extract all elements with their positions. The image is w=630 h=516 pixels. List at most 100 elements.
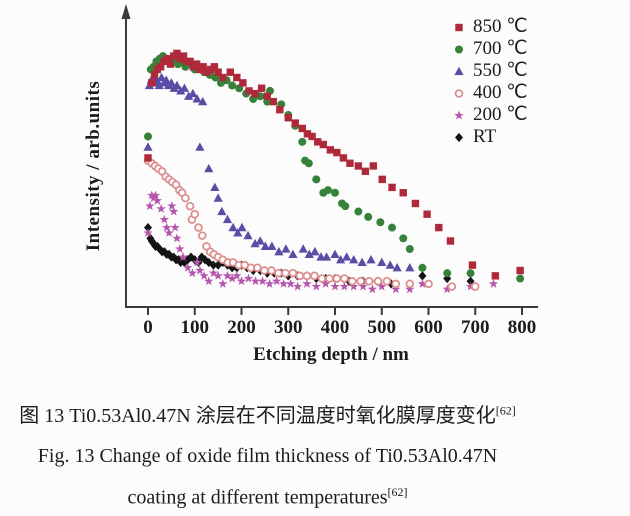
marker-circle-open — [288, 268, 298, 278]
marker-circle-open — [373, 276, 383, 286]
figure-caption: 图 13 Ti0.53Al0.47N 涂层在不同温度时氧化膜厚度变化[62] F… — [0, 399, 535, 516]
marker-star — [183, 262, 193, 272]
marker-circle — [364, 212, 373, 221]
marker-square — [214, 68, 222, 76]
marker-star — [349, 281, 359, 291]
marker-star — [302, 278, 312, 288]
marker-square — [298, 124, 306, 133]
caption-zh-ref: [62] — [495, 403, 516, 418]
marker-circle-open — [325, 274, 334, 283]
marker-triangle — [210, 182, 220, 191]
marker-circle-open — [356, 276, 366, 286]
legend-label: RT — [473, 126, 497, 147]
marker-circle — [298, 137, 307, 146]
marker-triangle — [217, 206, 227, 216]
marker-triangle — [243, 230, 253, 240]
marker-star — [339, 281, 350, 291]
marker-square — [361, 167, 370, 176]
marker-square — [179, 52, 188, 60]
marker-triangle — [304, 249, 314, 258]
marker-star — [285, 278, 296, 288]
marker-circle-open — [391, 279, 401, 289]
marker-triangle — [260, 241, 270, 250]
marker-square — [308, 132, 316, 141]
marker-circle-open — [332, 274, 342, 283]
marker-star — [320, 278, 331, 288]
marker-star — [377, 281, 387, 291]
marker-circle-open — [302, 271, 312, 281]
marker-circle-open — [317, 274, 327, 283]
marker-triangle — [321, 252, 332, 261]
marker-star — [162, 222, 172, 232]
marker-circle — [323, 186, 332, 195]
marker-square — [203, 68, 211, 76]
marker-star — [208, 268, 219, 278]
y-axis-label: Intensity / arb.units — [83, 80, 104, 252]
marker-diamond — [418, 271, 427, 281]
marker-triangle — [184, 91, 194, 100]
marker-square — [388, 183, 396, 192]
marker-square — [339, 154, 348, 162]
marker-star — [271, 276, 282, 286]
legend-row-850: 850 ℃ — [452, 16, 528, 37]
marker-star — [442, 284, 452, 294]
marker-square — [314, 138, 322, 146]
marker-diamond — [144, 223, 152, 233]
marker-triangle — [342, 252, 352, 261]
marker-star — [172, 233, 182, 243]
marker-triangle — [357, 257, 367, 267]
marker-triangle — [154, 80, 164, 90]
x-tick-label: 800 — [508, 317, 537, 338]
marker-triangle — [454, 66, 464, 75]
caption-line-en-2: coating at different temperatures[62] — [0, 485, 535, 510]
marker-star — [257, 276, 268, 286]
marker-star — [222, 270, 233, 280]
marker-star — [213, 270, 223, 280]
marker-circle-open — [340, 274, 349, 283]
marker-triangle — [288, 249, 298, 258]
marker-square — [166, 60, 175, 68]
marker-star — [330, 281, 340, 291]
marker-triangle — [213, 193, 223, 202]
marker-star — [175, 244, 185, 253]
marker-circle-open — [447, 282, 457, 291]
legend-marker-diamond-icon — [455, 132, 463, 142]
marker-circle — [418, 263, 427, 272]
marker-circle — [405, 245, 414, 254]
marker-circle — [455, 45, 463, 53]
marker-diamond — [209, 260, 218, 270]
marker-circle-open — [253, 263, 262, 273]
marker-square — [491, 272, 500, 280]
marker-triangle — [405, 263, 415, 272]
marker-circle — [516, 274, 525, 283]
marker-square — [435, 223, 443, 232]
legend-label: 850 ℃ — [473, 16, 528, 37]
marker-square — [263, 92, 271, 100]
marker-triangle — [228, 222, 238, 232]
legend-label: 550 ℃ — [473, 60, 528, 81]
marker-circle-open — [347, 276, 357, 286]
marker-square — [148, 79, 156, 87]
marker-star — [195, 265, 205, 275]
marker-star — [236, 276, 247, 286]
legend-row-700: 700 ℃ — [452, 38, 528, 59]
marker-triangle — [192, 94, 202, 103]
marker-triangle — [310, 246, 320, 256]
marker-circle-open — [185, 201, 195, 211]
scatter-plot: 0 100 200 300 400 500 600 700 800 — [121, 4, 538, 338]
marker-triangle — [179, 83, 190, 92]
marker-triangle — [281, 244, 291, 253]
marker-triangle — [377, 257, 387, 267]
caption-line-zh: 图 13 Ti0.53Al0.47N 涂层在不同温度时氧化膜厚度变化[62] — [0, 399, 535, 428]
x-tick-label: 600 — [414, 317, 443, 338]
marker-triangle — [349, 254, 359, 264]
marker-circle-open — [310, 271, 319, 281]
marker-circle — [399, 234, 408, 243]
marker-star — [204, 276, 214, 286]
marker-circle-open — [424, 279, 433, 289]
marker-square — [369, 162, 378, 170]
legend-marker-circle-open-icon — [454, 88, 464, 98]
marker-triangle — [222, 214, 233, 224]
marker-square — [150, 71, 159, 79]
marker-triangle — [237, 222, 247, 232]
